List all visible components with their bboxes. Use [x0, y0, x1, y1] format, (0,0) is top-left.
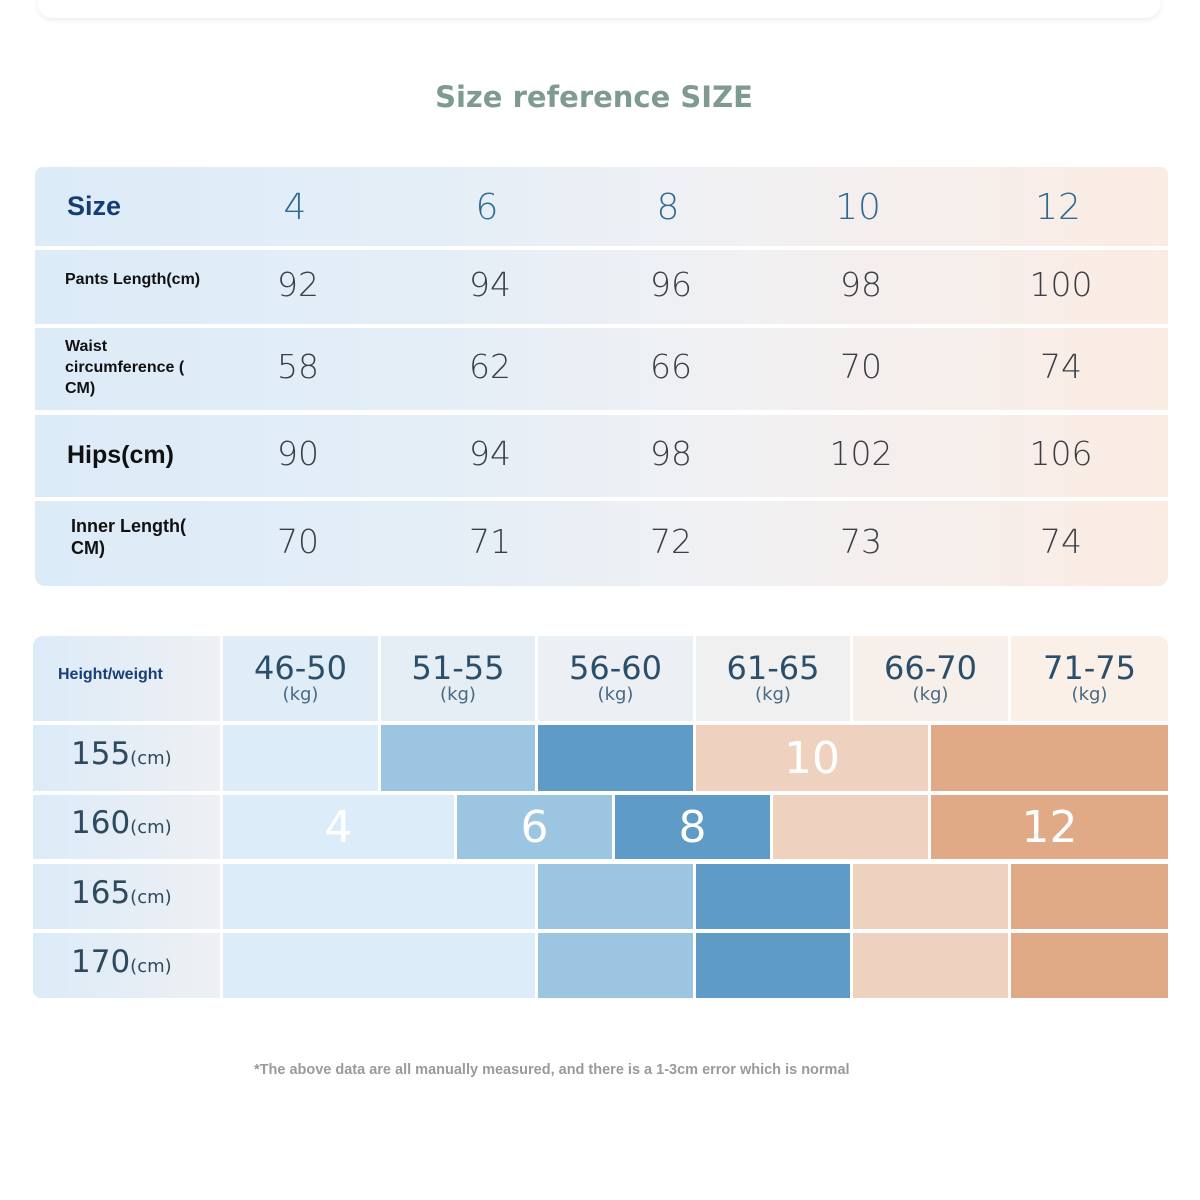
- measurement-value: 58: [277, 347, 319, 386]
- measurement-value: 74: [1040, 521, 1082, 561]
- table-row: Hips(cm): [35, 415, 1168, 497]
- measurement-value: 100: [1029, 265, 1093, 304]
- size-header-row: Size: [35, 167, 1168, 246]
- height-unit: (cm): [130, 955, 172, 977]
- fit-header-cell: Height/weight: [33, 636, 220, 721]
- row-label: Hips(cm): [67, 441, 174, 469]
- measurement-value: 70: [277, 521, 319, 561]
- height-label: 165(cm): [71, 875, 172, 911]
- size-block: [853, 864, 1008, 929]
- size-block-label: 12: [931, 795, 1168, 859]
- size-block: [223, 725, 378, 791]
- size-block-label: 10: [696, 725, 928, 791]
- measurement-value: 94: [469, 434, 511, 473]
- measurement-value: 74: [1040, 347, 1082, 386]
- height-value: 165: [71, 874, 131, 911]
- size-header-value: 12: [1035, 187, 1081, 228]
- row-label: Waist circumference ( CM): [65, 338, 185, 397]
- height-unit: (cm): [130, 748, 172, 769]
- size-block: [381, 725, 535, 791]
- top-card-edge: [38, 0, 1160, 18]
- size-block: [223, 864, 535, 929]
- size-header-value: 8: [656, 187, 680, 228]
- measurement-value: 72: [650, 521, 692, 561]
- size-block-label: 8: [615, 795, 770, 859]
- weight-unit: (kg): [597, 684, 634, 705]
- weight-range: 61-65: [726, 649, 820, 687]
- measurement-value: 94: [469, 265, 511, 304]
- size-block: [538, 864, 693, 929]
- size-block: [223, 933, 535, 998]
- measurement-value: 73: [840, 521, 882, 561]
- weight-range: 51-55: [411, 649, 505, 687]
- height-value: 160: [71, 805, 131, 841]
- height-unit: (cm): [130, 886, 172, 908]
- row-label: Inner Length( CM): [71, 516, 186, 558]
- measurement-value: 106: [1029, 434, 1093, 473]
- weight-unit: (kg): [440, 684, 476, 705]
- table-row: Pants Length(cm): [35, 250, 1168, 324]
- weight-header: 51-55 (kg): [381, 636, 535, 721]
- size-block: [1011, 933, 1168, 998]
- size-block: [696, 933, 850, 998]
- measurement-value: 98: [840, 265, 882, 304]
- weight-header: 66-70 (kg): [853, 636, 1008, 721]
- measurement-value: 71: [469, 521, 511, 561]
- size-block: [853, 933, 1008, 998]
- weight-unit: (kg): [912, 684, 949, 705]
- height-cell: 170(cm): [33, 933, 220, 998]
- measurement-value: 70: [840, 347, 882, 386]
- size-header-value: 6: [475, 187, 499, 228]
- size-header-value: 10: [835, 187, 881, 228]
- table-row: Inner Length( CM): [35, 501, 1168, 586]
- height-unit: (cm): [130, 817, 172, 838]
- weight-header: 71-75 (kg): [1011, 636, 1168, 721]
- weight-header: 46-50 (kg): [223, 636, 378, 721]
- height-value: 155: [71, 736, 131, 772]
- measurement-value: 62: [469, 347, 511, 386]
- size-block: [773, 795, 928, 859]
- size-block: [931, 725, 1168, 791]
- height-cell: 165(cm): [33, 864, 220, 929]
- weight-unit: (kg): [1071, 684, 1108, 705]
- measurement-value: 102: [829, 434, 893, 473]
- size-header-label: Size: [67, 191, 122, 221]
- measurement-value: 90: [277, 434, 319, 473]
- weight-range: 66-70: [884, 649, 977, 687]
- size-block: [538, 725, 693, 791]
- fit-header-label: Height/weight: [58, 666, 163, 683]
- weight-header: 61-65 (kg): [696, 636, 850, 721]
- measurement-value: 92: [277, 265, 319, 304]
- height-value: 170: [71, 943, 131, 980]
- height-label: 160(cm): [71, 805, 172, 841]
- weight-unit: (kg): [755, 684, 791, 705]
- weight-range: 46-50: [254, 649, 347, 687]
- table-row: Waist circumference ( CM): [35, 328, 1168, 410]
- row-label: Pants Length(cm): [65, 271, 201, 288]
- size-block: [538, 933, 693, 998]
- footnote: *The above data are all manually measure…: [254, 1062, 850, 1078]
- size-block: [1011, 864, 1168, 929]
- height-cell: 155(cm): [33, 725, 220, 791]
- weight-header: 56-60 (kg): [538, 636, 693, 721]
- weight-range: 56-60: [569, 649, 662, 687]
- page-title: Size reference SIZE: [435, 80, 753, 114]
- size-block: [696, 864, 850, 929]
- size-block-label: 4: [223, 795, 454, 859]
- height-label: 170(cm): [71, 944, 172, 980]
- measurement-value: 66: [650, 347, 692, 386]
- measurement-value: 98: [650, 434, 692, 473]
- weight-range: 71-75: [1043, 649, 1136, 687]
- weight-unit: (kg): [282, 684, 319, 705]
- height-label: 155(cm): [71, 736, 172, 772]
- height-cell: 160(cm): [33, 795, 220, 859]
- size-header-value: 4: [283, 187, 307, 228]
- size-block-label: 6: [457, 795, 612, 859]
- measurement-value: 96: [650, 265, 692, 304]
